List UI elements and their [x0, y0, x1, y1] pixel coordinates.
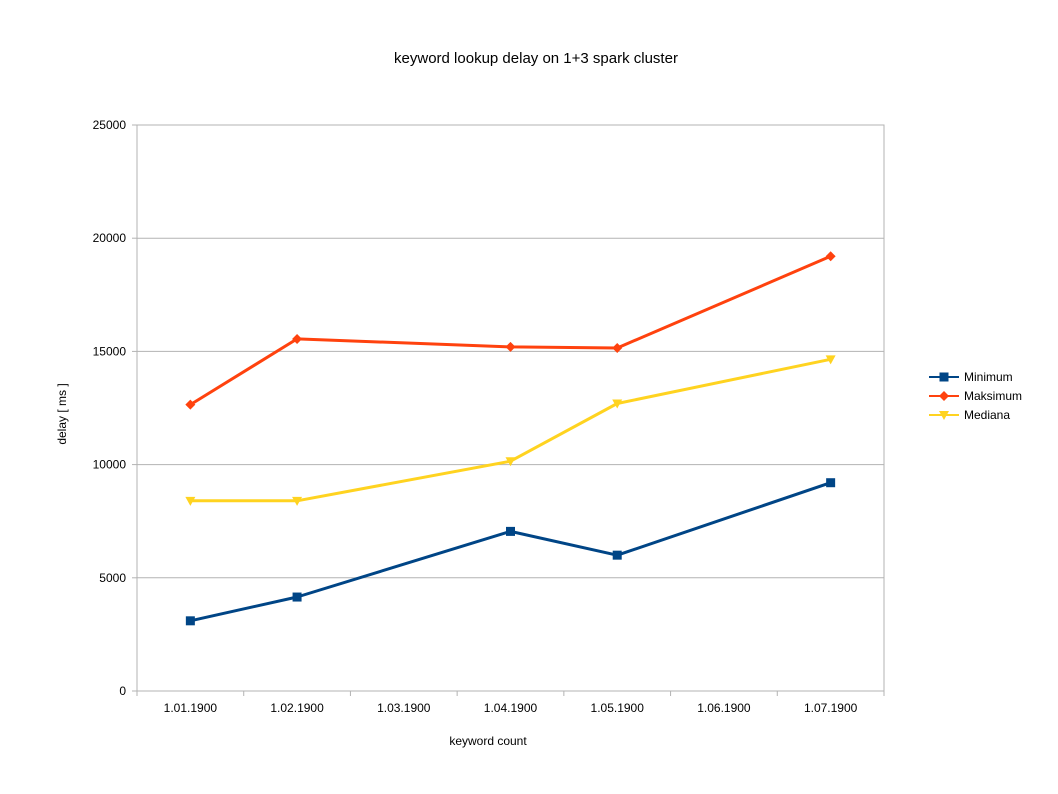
legend: Minimum Maksimum Mediana: [929, 370, 1022, 422]
x-tick-label: 1.04.1900: [484, 701, 538, 715]
x-tick-label: 1.06.1900: [697, 701, 751, 715]
data-point-mediana: [825, 355, 836, 365]
plot-frame: [136, 124, 885, 692]
legend-label-maksimum: Maksimum: [964, 389, 1022, 403]
data-point-mediana: [292, 496, 303, 506]
data-point-maksimum: [825, 251, 836, 262]
x-tick-label: 1.07.1900: [804, 701, 858, 715]
legend-marker-maksimum: [939, 391, 949, 401]
legend-marker-minimum: [939, 372, 949, 382]
x-tick-label: 1.01.1900: [164, 701, 218, 715]
x-axis-label: keyword count: [449, 734, 527, 748]
data-point-mediana: [505, 457, 516, 467]
data-point-maksimum: [185, 399, 196, 410]
legend-label-minimum: Minimum: [964, 370, 1013, 384]
data-point-mediana: [612, 399, 623, 409]
plot-area: 0 5000 10000 15000 20000 25000 1.01.1900 1.02.1…: [93, 118, 885, 715]
y-tick-label: 20000: [93, 231, 127, 245]
data-point-maksimum: [292, 333, 303, 344]
data-point-maksimum: [612, 343, 623, 354]
y-tick-label: 5000: [99, 571, 126, 585]
plot-background: [137, 125, 884, 691]
data-point-minimum: [506, 526, 515, 536]
y-tick-label: 10000: [93, 458, 127, 472]
x-tick-label: 1.03.1900: [377, 701, 431, 715]
x-tick-label: 1.05.1900: [591, 701, 645, 715]
data-point-minimum: [292, 592, 302, 602]
y-tick-label: 0: [119, 684, 126, 698]
data-point-mediana: [185, 496, 196, 506]
data-point-minimum: [826, 478, 836, 488]
legend-label-mediana: Mediana: [964, 408, 1010, 422]
x-tick-label: 1.02.1900: [270, 701, 324, 715]
data-point-maksimum: [505, 341, 516, 352]
y-tick-label: 25000: [93, 118, 127, 132]
legend-marker-mediana: [939, 411, 949, 420]
chart-title: keyword lookup delay on 1+3 spark cluste…: [394, 50, 678, 67]
data-point-minimum: [612, 550, 622, 560]
data-point-minimum: [185, 616, 195, 626]
y-axis-label: delay [ ms ]: [55, 383, 69, 444]
y-tick-label: 15000: [93, 344, 127, 358]
